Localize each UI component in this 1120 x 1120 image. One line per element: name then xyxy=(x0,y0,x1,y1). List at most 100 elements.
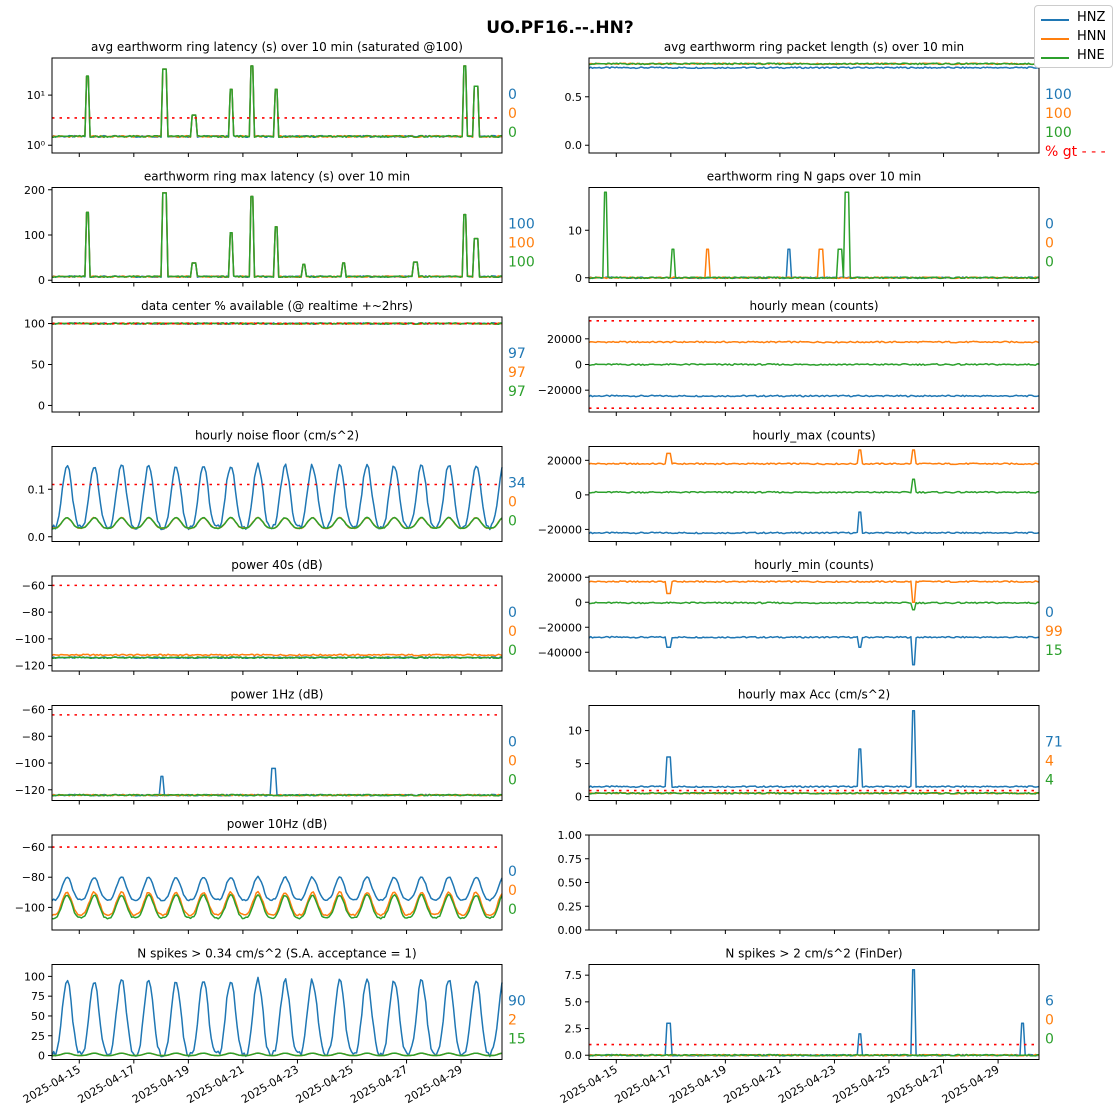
series-line-hne xyxy=(588,363,1040,366)
axes-frame xyxy=(51,187,503,283)
y-tick-label: −100 xyxy=(15,633,45,646)
y-tick-label: −20000 xyxy=(538,384,582,397)
y-tick-label: 0 xyxy=(575,359,582,372)
legend-swatch xyxy=(1041,19,1069,21)
series-line-hnn xyxy=(588,580,1040,604)
series-line-hnz xyxy=(51,976,503,1058)
y-tick-label: 0.75 xyxy=(558,853,583,866)
figure-title: UO.PF16.--.HN? xyxy=(486,18,634,38)
series-line-hne xyxy=(589,478,1040,494)
percent-annotation: 0 xyxy=(508,773,517,789)
x-tick-label: 2025-04-15 xyxy=(21,1063,83,1106)
percent-annotation: 4 xyxy=(1045,773,1054,789)
y-tick-label: 5 xyxy=(575,758,582,771)
legend-swatch xyxy=(1041,57,1069,59)
y-tick-label: −60 xyxy=(22,579,45,592)
series-line-hnz xyxy=(588,710,1040,789)
x-tick-label: 2025-04-23 xyxy=(776,1063,838,1106)
y-tick-label: 50 xyxy=(31,1010,45,1023)
y-tick-label: 10 xyxy=(568,725,582,738)
percent-annotation: 100 xyxy=(1045,125,1072,141)
subplot-title: power 10Hz (dB) xyxy=(227,817,328,831)
series-line-hnn xyxy=(588,248,1040,280)
percent-annotation: 2 xyxy=(508,1013,517,1029)
series-line-hne xyxy=(51,656,503,660)
axes-frame xyxy=(588,57,1040,154)
y-tick-label: 7.5 xyxy=(565,969,583,982)
y-tick-label: −60 xyxy=(22,704,45,717)
percent-annotation: 100 xyxy=(1045,106,1072,122)
x-tick-label: 2025-04-15 xyxy=(558,1063,620,1106)
y-tick-label: 20000 xyxy=(547,454,582,467)
series-line-hnz xyxy=(588,394,1040,398)
y-tick-label: 100 xyxy=(24,229,45,242)
x-tick-label: 2025-04-25 xyxy=(831,1063,893,1106)
axes-frame xyxy=(51,57,503,154)
y-tick-label: 200 xyxy=(24,184,45,197)
series-line-hnz xyxy=(588,66,1040,70)
subplot-title: hourly max Acc (cm/s^2) xyxy=(738,688,890,702)
series-line-hnz xyxy=(51,875,503,902)
y-tick-label: 0.0 xyxy=(565,139,583,152)
series-line-hne xyxy=(52,793,503,797)
axes-frame xyxy=(51,316,503,413)
y-tick-label: 0.0 xyxy=(565,1049,583,1062)
axes-frame xyxy=(588,316,1040,413)
y-tick-label: 0.0 xyxy=(28,531,46,544)
percent-annotation: 0 xyxy=(508,883,517,899)
x-tick-label: 2025-04-21 xyxy=(722,1063,784,1106)
series-line-hne xyxy=(589,601,1040,611)
percent-annotation: 100 xyxy=(508,217,535,233)
y-tick-label: −80 xyxy=(22,730,45,743)
series-line-hnz xyxy=(588,969,1040,1057)
y-tick-label: 0.00 xyxy=(558,924,583,937)
percent-annotation: 0 xyxy=(1045,1013,1054,1029)
y-tick-label: 2.5 xyxy=(565,1023,583,1036)
subplot-title: avg earthworm ring latency (s) over 10 m… xyxy=(91,40,463,54)
axes-frame xyxy=(51,446,503,542)
percent-annotation: 97 xyxy=(508,346,526,362)
percent-annotation: 100 xyxy=(1045,87,1072,103)
axes-frame xyxy=(588,834,1040,931)
subplot-title: N spikes > 2 cm/s^2 (FinDer) xyxy=(725,947,902,961)
subplot-title: N spikes > 0.34 cm/s^2 (S.A. acceptance … xyxy=(137,947,416,961)
subplot-title: earthworm ring N gaps over 10 min xyxy=(707,170,921,184)
percent-annotation: 0 xyxy=(508,495,517,511)
subplot-title: hourly mean (counts) xyxy=(749,299,878,313)
series-line-hnn xyxy=(51,890,503,917)
percent-annotation: 4 xyxy=(1045,754,1054,770)
x-tick-label: 2025-04-29 xyxy=(403,1063,465,1106)
y-tick-label: 0 xyxy=(575,596,582,609)
series-line-hne xyxy=(52,516,503,530)
percent-annotation: 6 xyxy=(1045,994,1054,1010)
axes-frame xyxy=(588,187,1040,283)
series-line-hne xyxy=(52,1052,503,1057)
percent-annotation: 0 xyxy=(1045,236,1054,252)
subplot-title: data center % available (@ realtime +~2h… xyxy=(141,299,413,313)
axes-frame xyxy=(51,964,503,1060)
y-tick-label: 10⁰ xyxy=(27,139,46,152)
series-line-hne xyxy=(588,1053,1040,1057)
axes-frame xyxy=(588,446,1040,542)
y-tick-label: −100 xyxy=(15,757,45,770)
legend-label: HNE xyxy=(1077,48,1105,63)
percent-annotation: 15 xyxy=(1045,643,1063,659)
percent-annotation: 71 xyxy=(1045,735,1063,751)
series-line-hne xyxy=(52,65,503,139)
y-tick-label: 0.1 xyxy=(28,483,46,496)
y-tick-label: 1.00 xyxy=(558,829,583,842)
axes-frame xyxy=(588,575,1040,672)
series-line-hne xyxy=(588,62,1040,66)
series-line-hne xyxy=(589,791,1040,795)
percent-annotation: 97 xyxy=(508,365,526,381)
y-tick-label: −20000 xyxy=(538,523,582,536)
y-tick-label: 5.0 xyxy=(565,996,583,1009)
y-tick-label: 20000 xyxy=(547,333,582,346)
series-line-hnn xyxy=(588,340,1040,344)
y-tick-label: 0 xyxy=(38,274,45,287)
subplot-title: power 1Hz (dB) xyxy=(231,688,324,702)
y-tick-label: 25 xyxy=(31,1030,45,1043)
y-tick-label: −20000 xyxy=(538,621,582,634)
series-line-hne xyxy=(589,191,1040,280)
y-tick-label: −80 xyxy=(22,871,45,884)
